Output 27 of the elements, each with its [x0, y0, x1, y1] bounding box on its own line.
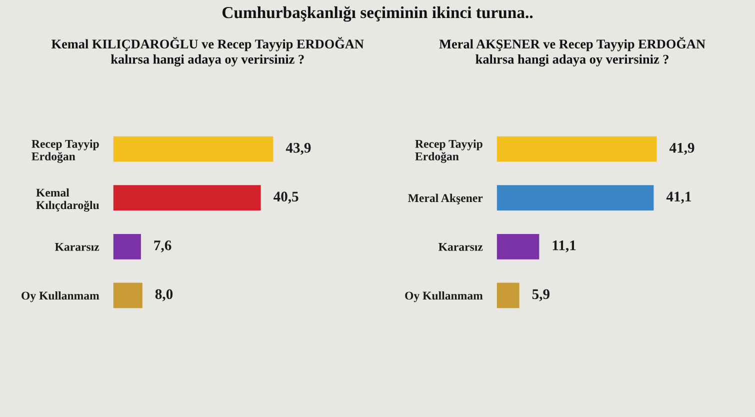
y-tick-label: Kararsız — [438, 243, 483, 251]
bar — [113, 282, 142, 308]
y-tick-label: Oy Kullanmam — [405, 291, 483, 302]
data-label: 8,0 — [155, 289, 173, 302]
y-tick-label: Kemal Kılıçdaroğlu — [36, 188, 100, 212]
bar — [113, 185, 261, 211]
bar — [496, 136, 657, 162]
y-tick-label: Meral Akşener — [408, 194, 483, 204]
y-tick-label: Oy Kullanmam — [22, 291, 100, 302]
data-label: 41,1 — [666, 192, 691, 204]
data-label: 40,5 — [274, 192, 298, 204]
bar — [113, 234, 141, 260]
text: Cumhurbaşkanlığı seçiminin ikinci turuna.. — [222, 6, 533, 22]
bar — [496, 185, 654, 211]
y-tick-label: Kararsız — [54, 243, 100, 251]
data-label: 5,9 — [532, 289, 550, 302]
y-tick-label: Recep Tayyip Erdoğan — [32, 140, 99, 163]
data-label: 43,9 — [286, 142, 311, 155]
bar — [113, 136, 274, 162]
data-label: 11,1 — [552, 240, 576, 252]
y-tick-label: Recep Tayyip Erdoğan — [415, 140, 482, 163]
chart-title: Kemal KILIÇDAROĞLU ve Recep Tayyip ERDOĞAN kalırsa hangi adaya oy verirsiniz ? — [52, 36, 364, 66]
bar — [496, 282, 520, 308]
data-label: 41,9 — [669, 142, 694, 155]
bar — [496, 234, 540, 260]
chart-title: Meral AKŞENER ve Recep Tayyip ERDOĞAN kalırsa hangi adaya oy verirsiniz ? — [439, 36, 706, 66]
data-label: 7,6 — [154, 240, 172, 252]
